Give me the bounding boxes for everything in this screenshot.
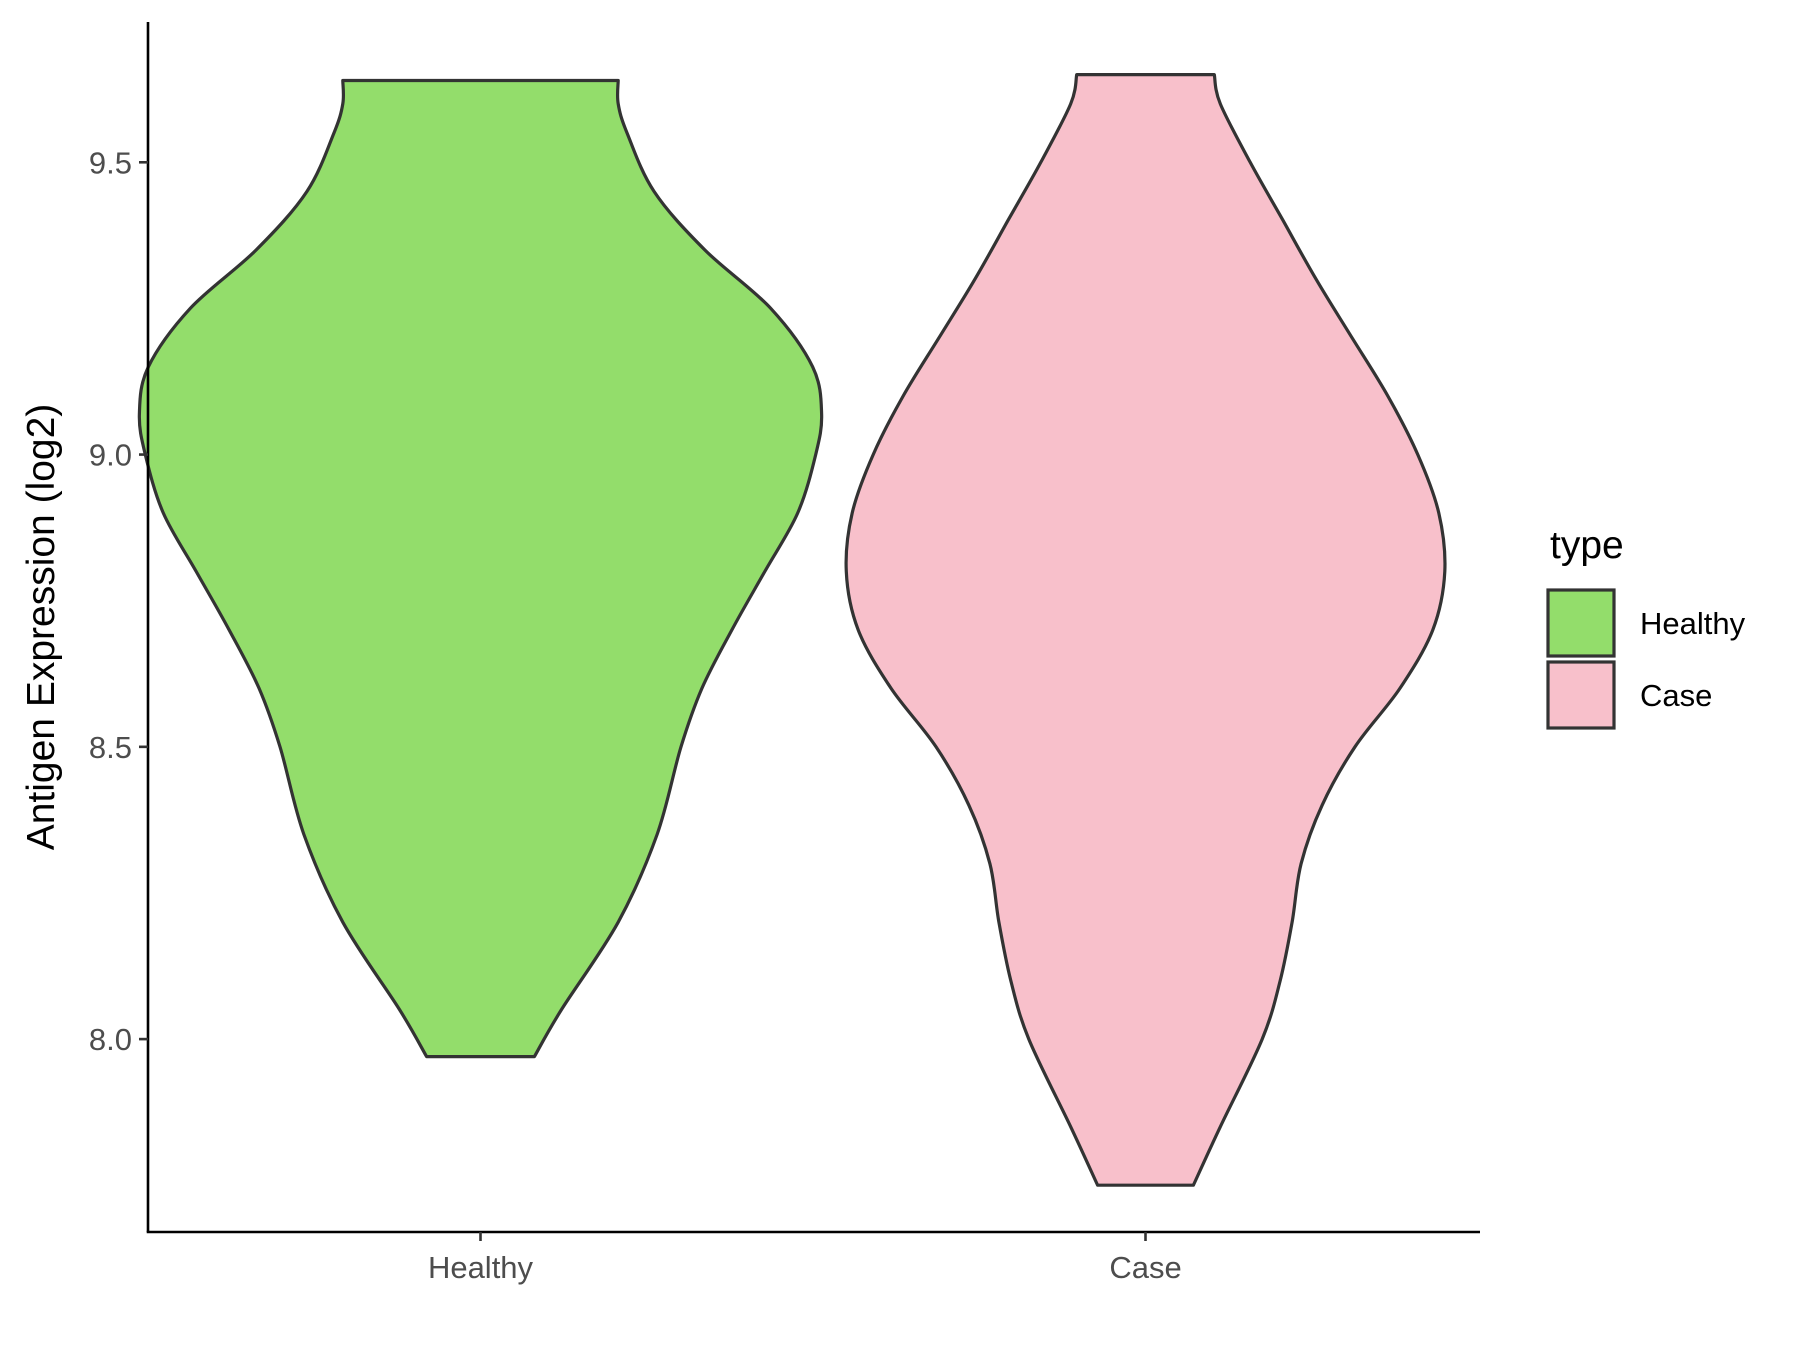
legend-key-case — [1546, 660, 1616, 730]
x-ticks-group: Healthy Case — [428, 1232, 1182, 1285]
violins-group — [137, 73, 1447, 1187]
legend-key-healthy — [1546, 588, 1616, 658]
x-tick-label: Healthy — [428, 1250, 534, 1285]
y-tick-label: 9.5 — [89, 145, 132, 180]
violin-case — [844, 73, 1447, 1187]
legend-title: type — [1550, 524, 1624, 567]
legend-entries: Healthy Case — [1546, 588, 1746, 730]
y-axis-title: Antigen Expression (log2) — [20, 404, 63, 851]
y-tick-label: 9.0 — [89, 438, 132, 473]
axes-group — [146, 22, 1480, 1234]
violin-healthy — [137, 78, 824, 1059]
legend: type Healthy Case — [1546, 524, 1746, 730]
y-tick-label: 8.0 — [89, 1022, 132, 1057]
y-tick-label: 8.5 — [89, 730, 132, 765]
x-tick-label: Case — [1109, 1250, 1181, 1285]
legend-label-healthy: Healthy — [1640, 606, 1746, 641]
y-ticks-group: 8.0 8.5 9.0 9.5 — [89, 145, 148, 1057]
legend-label-case: Case — [1640, 678, 1712, 713]
